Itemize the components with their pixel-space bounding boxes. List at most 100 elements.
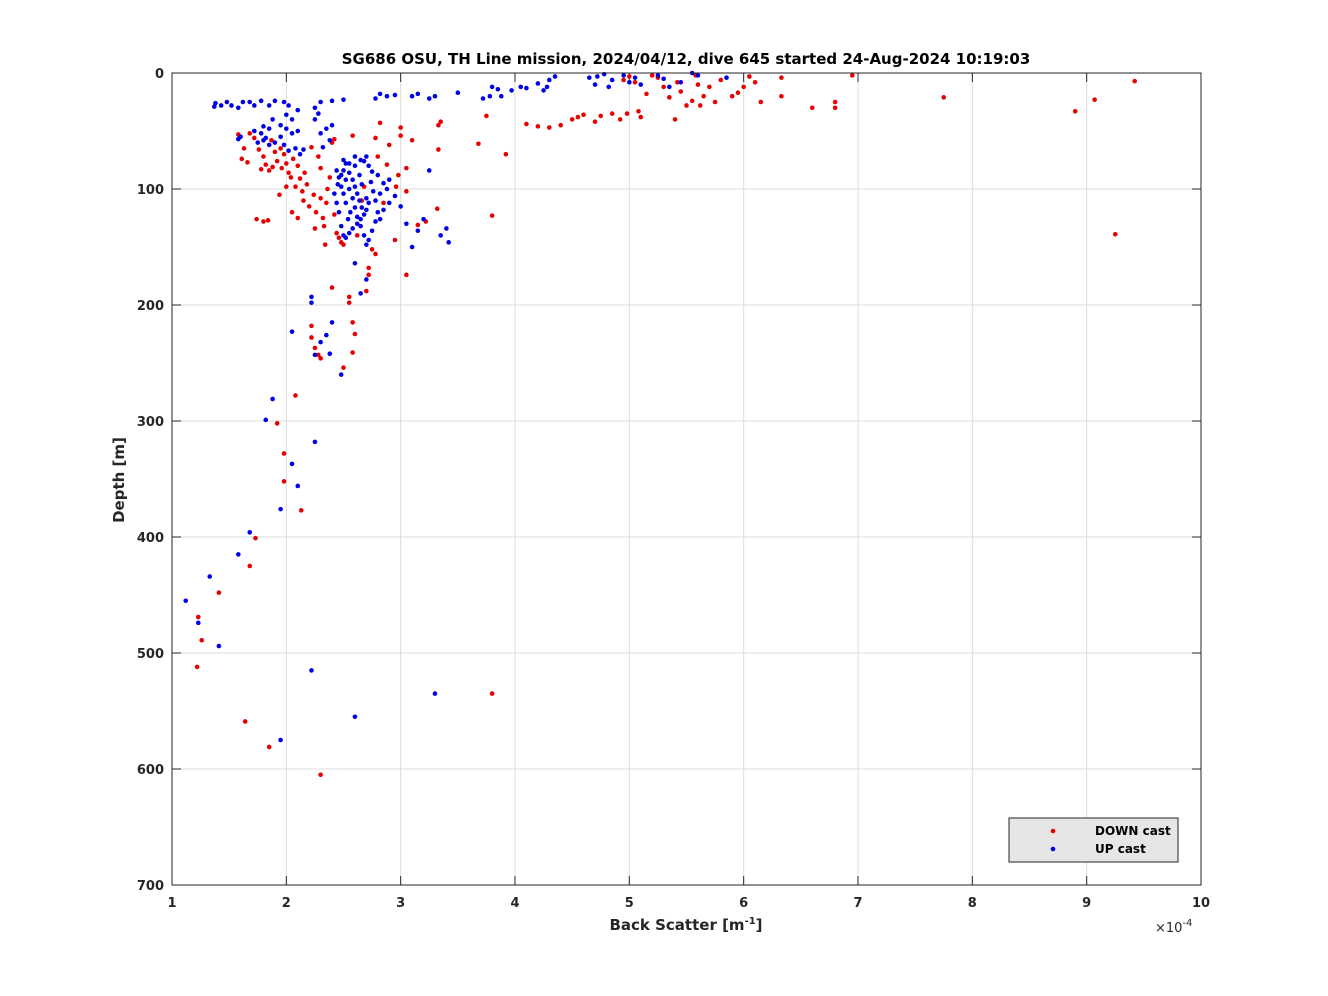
point-up-cast — [350, 226, 355, 231]
point-up-cast — [544, 84, 550, 90]
point-down-cast — [392, 237, 398, 243]
legend-label-up-cast: UP cast — [1095, 842, 1146, 856]
point-down-cast — [941, 95, 947, 100]
point-down-cast — [350, 133, 355, 138]
point-down-cast — [524, 121, 529, 127]
point-down-cast — [624, 111, 630, 116]
point-up-cast — [724, 75, 729, 80]
point-up-cast — [258, 131, 264, 136]
point-up-cast — [381, 180, 386, 186]
point-down-cast — [316, 154, 321, 159]
point-up-cast — [207, 574, 213, 579]
point-up-cast — [638, 82, 644, 87]
point-up-cast — [357, 172, 362, 178]
point-down-cast — [266, 168, 272, 173]
point-up-cast — [361, 212, 367, 217]
point-up-cast — [384, 93, 390, 99]
point-up-cast — [301, 147, 306, 152]
legend: DOWN cast UP cast — [1008, 817, 1179, 863]
x-tick-label: 9 — [1082, 896, 1091, 911]
point-up-cast — [377, 91, 383, 97]
point-down-cast — [239, 156, 245, 162]
point-down-cast — [199, 637, 205, 643]
point-up-cast — [366, 200, 371, 206]
point-up-cast — [609, 77, 615, 83]
point-up-cast — [338, 223, 344, 229]
point-down-cast — [309, 323, 314, 329]
point-down-cast — [535, 124, 541, 129]
point-up-cast — [236, 105, 241, 111]
point-down-cast — [377, 120, 383, 126]
point-up-cast — [341, 233, 346, 238]
point-up-cast — [359, 182, 365, 187]
point-down-cast — [369, 247, 375, 252]
point-up-cast — [386, 177, 392, 183]
point-up-cast — [229, 103, 234, 108]
point-up-cast — [489, 84, 495, 90]
point-up-cast — [343, 200, 349, 206]
point-up-cast — [345, 216, 351, 222]
point-down-cast — [247, 131, 253, 136]
point-up-cast — [386, 200, 392, 206]
point-down-cast — [752, 79, 758, 85]
point-down-cast — [289, 209, 295, 215]
point-up-cast — [655, 73, 661, 78]
point-up-cast — [373, 198, 378, 203]
point-down-cast — [373, 251, 378, 257]
point-down-cast — [274, 158, 280, 164]
y-tick-label: 500 — [137, 647, 164, 662]
point-down-cast — [277, 192, 282, 198]
point-down-cast — [309, 144, 314, 150]
point-up-cast — [255, 140, 261, 145]
x-tick-label: 2 — [282, 896, 291, 911]
point-down-cast — [695, 82, 701, 87]
point-down-cast — [672, 117, 678, 122]
point-down-cast — [295, 163, 301, 169]
point-down-cast — [849, 73, 855, 78]
point-up-cast — [358, 291, 363, 296]
point-down-cast — [398, 125, 403, 130]
point-up-cast — [320, 144, 326, 150]
point-down-cast — [272, 149, 278, 155]
point-down-cast — [375, 154, 381, 159]
point-down-cast — [350, 350, 355, 355]
point-down-cast — [558, 122, 564, 128]
point-up-cast — [212, 104, 217, 109]
point-up-cast — [547, 77, 552, 83]
x-axis-label: Back Scatter [m-1] — [609, 916, 762, 934]
point-up-cast — [324, 126, 329, 131]
point-up-cast — [392, 193, 398, 199]
point-down-cast — [284, 184, 289, 189]
point-up-cast — [369, 228, 375, 234]
point-down-cast — [415, 222, 421, 228]
point-up-cast — [278, 122, 283, 128]
point-up-cast — [369, 169, 375, 174]
point-down-cast — [312, 226, 318, 231]
point-up-cast — [261, 124, 266, 129]
point-down-cast — [569, 117, 575, 122]
x-tick-label: 4 — [510, 896, 519, 911]
point-up-cast — [415, 228, 421, 234]
point-down-cast — [270, 164, 275, 170]
point-up-cast — [335, 182, 341, 187]
point-down-cast — [302, 170, 307, 176]
point-up-cast — [289, 329, 295, 334]
point-up-cast — [392, 92, 398, 98]
point-down-cast — [247, 563, 253, 569]
point-down-cast — [261, 154, 266, 159]
point-up-cast — [286, 103, 291, 108]
point-up-cast — [272, 140, 278, 145]
point-up-cast — [261, 137, 266, 143]
point-up-cast — [338, 184, 344, 189]
point-up-cast — [278, 134, 283, 140]
point-up-cast — [352, 205, 358, 210]
point-up-cast — [373, 96, 378, 101]
point-up-cast — [224, 99, 230, 105]
point-up-cast — [352, 163, 358, 169]
point-up-cast — [284, 112, 289, 118]
point-down-cast — [404, 272, 409, 278]
point-down-cast — [318, 356, 323, 361]
point-down-cast — [346, 300, 352, 305]
point-down-cast — [266, 744, 272, 750]
point-down-cast — [675, 79, 680, 85]
